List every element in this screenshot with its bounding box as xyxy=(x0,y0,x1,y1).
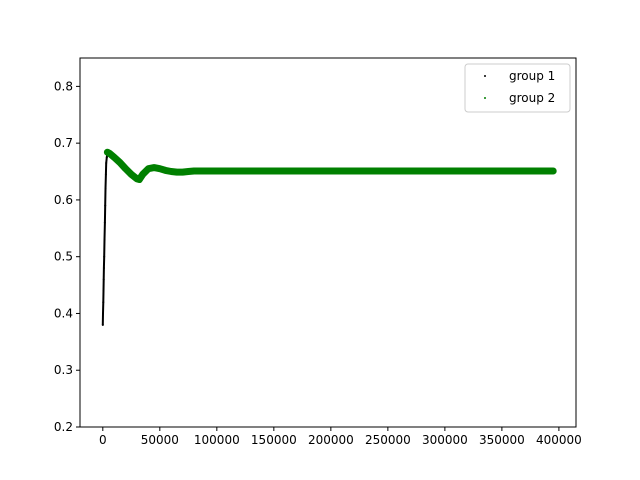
data-point-group-2 xyxy=(138,178,141,181)
data-point-group-2 xyxy=(113,156,116,159)
data-point-group-2 xyxy=(329,169,332,172)
series-band-group-2 xyxy=(103,148,557,183)
data-point-group-1 xyxy=(105,162,108,165)
data-point-group-2 xyxy=(187,170,190,173)
data-point-group-2 xyxy=(443,169,446,172)
data-point-group-2 xyxy=(181,171,184,174)
x-tick-label: 400000 xyxy=(536,433,582,447)
data-point-group-2 xyxy=(118,161,121,164)
x-tick-label: 200000 xyxy=(308,433,354,447)
data-point-group-1 xyxy=(103,238,106,241)
data-point-group-2 xyxy=(124,167,127,170)
data-point-group-2 xyxy=(215,169,218,172)
data-point-group-2 xyxy=(238,169,241,172)
data-point-group-2 xyxy=(170,170,173,173)
legend-marker-group-2 xyxy=(484,97,486,99)
data-point-group-1 xyxy=(103,221,106,224)
x-tick-label: 50000 xyxy=(141,433,179,447)
data-point-group-2 xyxy=(108,152,111,155)
data-point-group-1 xyxy=(102,312,105,315)
legend: group 1 group 2 xyxy=(464,63,571,113)
data-point-group-1 xyxy=(102,301,105,304)
data-point-group-2 xyxy=(147,167,150,170)
y-tick-label: 0.7 xyxy=(54,136,73,150)
data-point-group-1 xyxy=(102,278,105,281)
data-point-group-1 xyxy=(101,323,104,326)
y-tick-label: 0.5 xyxy=(54,250,73,264)
x-tick-label: 100000 xyxy=(194,433,240,447)
data-point-group-2 xyxy=(272,169,275,172)
x-tick-label: 250000 xyxy=(365,433,411,447)
y-tick-label: 0.3 xyxy=(54,363,73,377)
data-point-group-1 xyxy=(104,187,107,190)
data-point-group-2 xyxy=(552,169,555,172)
axes-frame xyxy=(79,57,577,428)
data-point-group-2 xyxy=(136,177,139,180)
data-point-group-2 xyxy=(153,166,156,169)
data-point-group-2 xyxy=(204,169,207,172)
legend-label-group-2: group 2 xyxy=(509,91,555,105)
x-tick-label: 300000 xyxy=(422,433,468,447)
legend-marker-group-1 xyxy=(484,75,486,77)
plot-marks xyxy=(101,148,557,326)
y-tick-label: 0.2 xyxy=(54,420,73,434)
data-point-group-2 xyxy=(175,171,178,174)
data-point-group-2 xyxy=(141,173,144,176)
y-tick-label: 0.8 xyxy=(54,79,73,93)
data-point-group-1 xyxy=(104,173,107,176)
data-point-group-2 xyxy=(500,169,503,172)
legend-label-group-1: group 1 xyxy=(509,69,555,83)
data-point-group-1 xyxy=(105,156,108,159)
data-point-group-1 xyxy=(102,267,105,270)
y-tick-label: 0.4 xyxy=(54,306,73,320)
data-point-group-2 xyxy=(193,169,196,172)
y-tick-label: 0.6 xyxy=(54,193,73,207)
x-tick-label: 350000 xyxy=(479,433,525,447)
x-axis: 0 50000 100000 150000 200000 250000 300000 3500… xyxy=(99,427,582,447)
y-axis: 0.2 0.3 0.4 0.5 0.6 0.7 0.8 xyxy=(54,79,80,434)
x-tick-label: 150000 xyxy=(251,433,297,447)
data-point-group-2 xyxy=(106,151,109,154)
data-point-group-2 xyxy=(164,169,167,172)
data-point-group-2 xyxy=(158,167,161,170)
data-point-group-2 xyxy=(130,173,133,176)
data-point-group-1 xyxy=(104,204,107,207)
x-tick-label: 0 xyxy=(99,433,107,447)
data-point-group-1 xyxy=(102,289,105,292)
data-point-group-1 xyxy=(103,255,106,258)
data-point-group-2 xyxy=(386,169,389,172)
legend-box xyxy=(464,63,571,113)
